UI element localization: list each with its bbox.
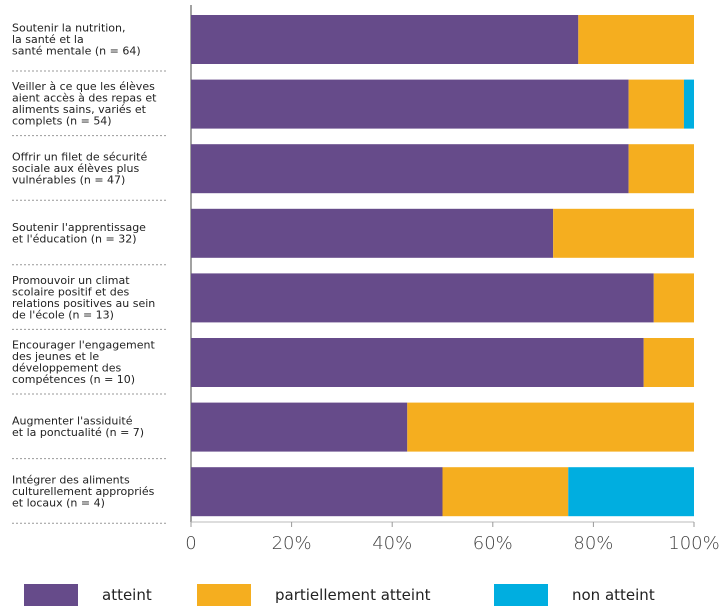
x-tick-label: 20% xyxy=(272,533,312,554)
bar-segment-atteint xyxy=(191,144,629,194)
bar-segment-atteint xyxy=(191,338,644,387)
legend-swatch xyxy=(197,583,251,606)
category-label: Veiller à ce que les élèves aient accès à… xyxy=(12,80,157,128)
bar-segment-non-atteint xyxy=(568,467,694,517)
bar-segment-partiellement-atteint xyxy=(442,467,569,517)
x-axis-ticks: 0 20% 40% 60% 80% 100% xyxy=(185,522,720,554)
legend-item-atteint: atteint xyxy=(24,580,152,609)
bar-segment-partiellement-atteint xyxy=(628,79,684,129)
category-label: Intégrer des aliments culturellement appr… xyxy=(12,473,155,509)
bar-segment-atteint xyxy=(191,402,408,452)
category-label: Soutenir l'apprentissage et l'éducation (… xyxy=(12,221,146,246)
category-labels: Soutenir la nutrition, la santé et la sant… xyxy=(12,21,166,524)
x-tick-label: 40% xyxy=(372,533,412,554)
x-tick-label: 60% xyxy=(473,533,513,554)
x-tick-label: 80% xyxy=(573,533,613,554)
x-tick-label: 0 xyxy=(185,533,196,554)
legend-label: non atteint xyxy=(572,585,655,604)
bar-segment-atteint xyxy=(191,79,629,129)
stacked-bar-chart: Soutenir la nutrition, la santé et la sant… xyxy=(12,5,720,554)
legend-label: partiellement atteint xyxy=(275,585,431,604)
category-label: Offrir un filet de sécurité sociale aux é… xyxy=(12,150,147,186)
bar-segment-partiellement-atteint xyxy=(553,208,694,258)
bar-segment-atteint xyxy=(191,273,654,323)
bar-segment-partiellement-atteint xyxy=(653,273,694,323)
bar-segment-atteint xyxy=(191,15,579,64)
bar-segment-partiellement-atteint xyxy=(407,402,694,452)
category-label: Promouvoir un climat scolaire positif et … xyxy=(12,274,155,322)
chart-bars xyxy=(191,15,694,517)
category-label: Augmenter l'assiduité et la ponctualité (… xyxy=(12,415,144,440)
legend-label: atteint xyxy=(102,585,152,604)
bar-segment-atteint xyxy=(191,208,554,258)
bar-segment-partiellement-atteint xyxy=(643,338,694,387)
category-label: Soutenir la nutrition, la santé et la sant… xyxy=(12,21,141,57)
legend-item-partiellement-atteint: partiellement atteint xyxy=(197,580,430,609)
x-tick-label: 100% xyxy=(668,533,719,554)
bar-segment-partiellement-atteint xyxy=(628,144,694,194)
bar-segment-atteint xyxy=(191,467,443,517)
legend-item-non-atteint: non atteint xyxy=(494,580,655,609)
legend-swatch xyxy=(494,583,548,606)
bar-segment-partiellement-atteint xyxy=(578,15,694,64)
legend-swatch xyxy=(24,583,78,606)
bar-segment-non-atteint xyxy=(683,79,694,129)
category-label: Encourager l'engagement des jeunes et le d… xyxy=(12,339,155,387)
chart-legend: atteint partiellement atteint non attein… xyxy=(0,580,722,609)
